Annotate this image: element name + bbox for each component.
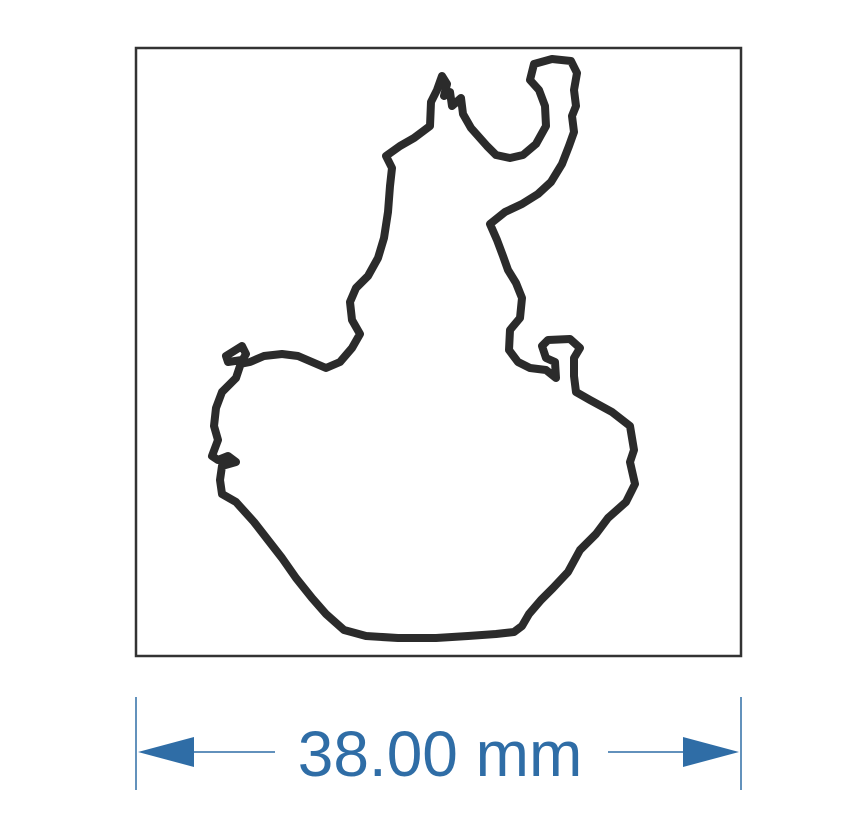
bounding-frame xyxy=(134,46,743,658)
arrowhead-left xyxy=(138,737,194,767)
shape-outline xyxy=(208,55,639,642)
dimension-label: 38.00 mm xyxy=(298,718,583,790)
arrowhead-right xyxy=(683,737,739,767)
